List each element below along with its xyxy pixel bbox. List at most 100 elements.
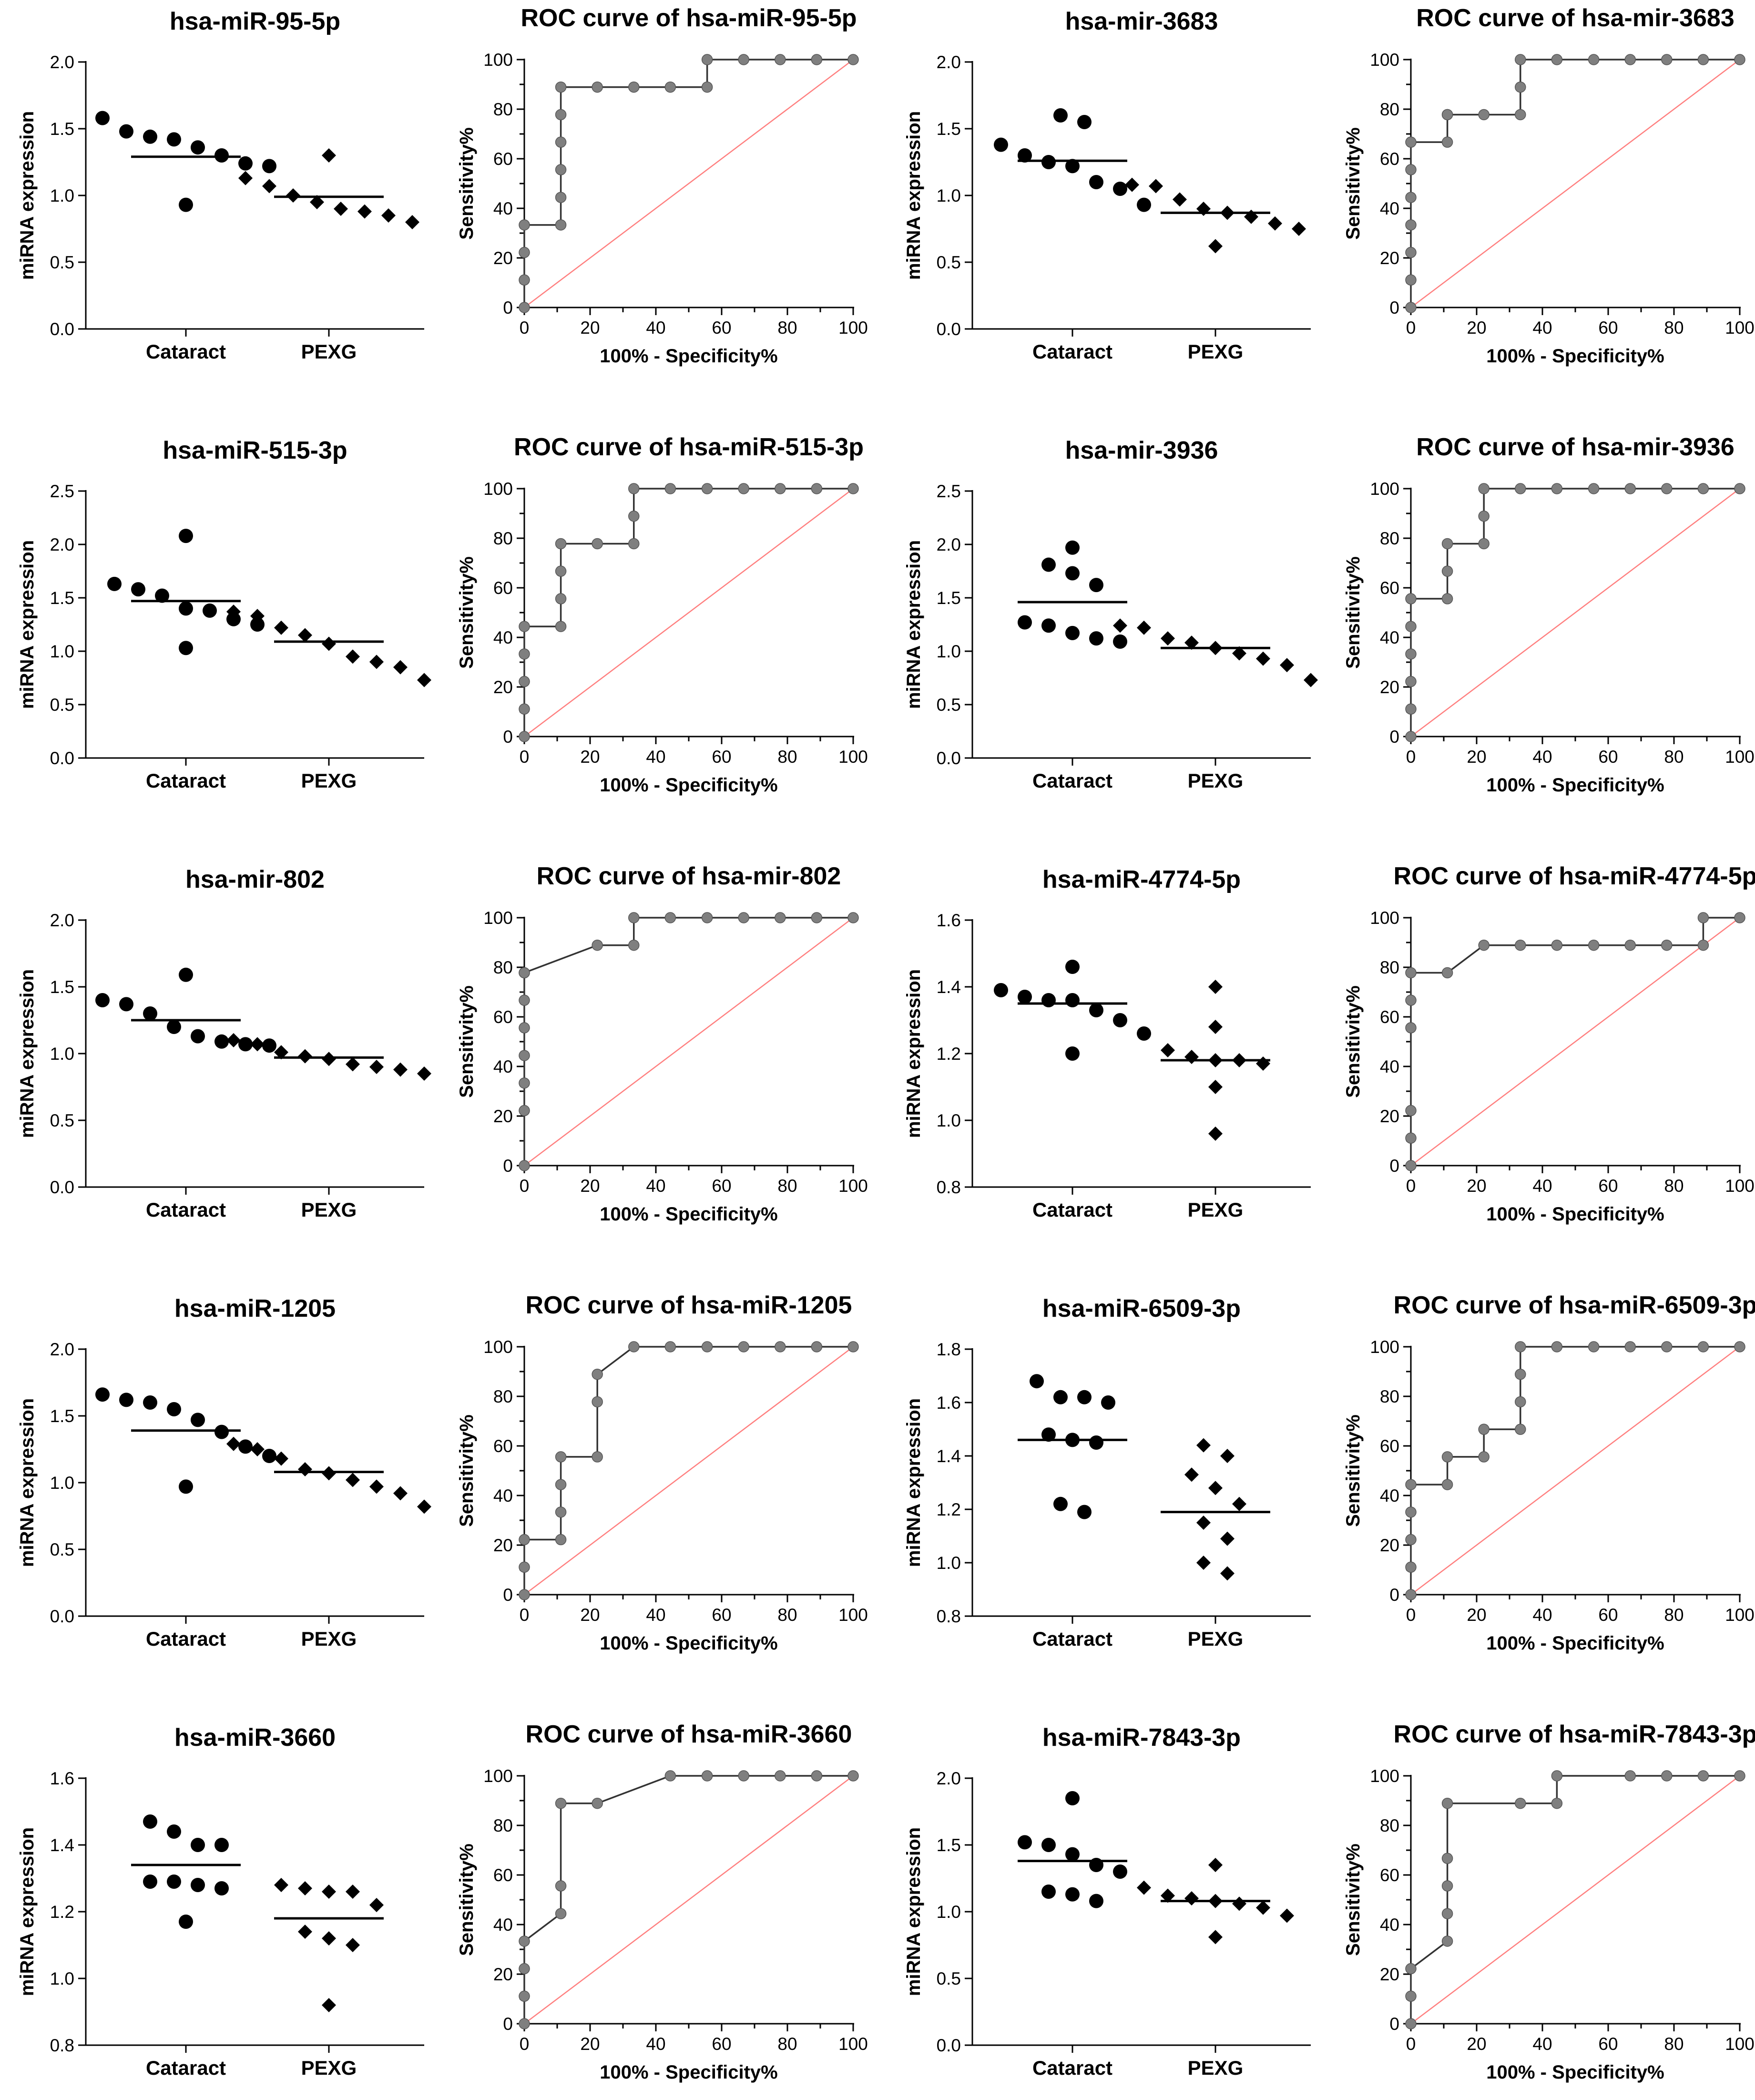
chart-title: hsa-miR-515-3p [163,437,347,464]
y-tick-label: 1.0 [50,1473,74,1493]
x-axis-label: 100% - Specificity% [600,346,778,367]
y-axis-label: miRNA expression [903,1398,924,1567]
roc-point [1441,109,1453,121]
x-category-label: PEXG [301,2057,357,2079]
x-tick-label: 0 [1406,2034,1416,2054]
roc-point [1405,274,1417,286]
data-point-cataract [1077,1390,1092,1404]
data-point-pexg [1161,1888,1175,1903]
x-tick-label: 60 [1598,1605,1618,1625]
x-category-label: PEXG [301,769,357,792]
y-tick-label: 1.5 [937,119,961,139]
y-tick-label: 80 [1380,529,1399,548]
y-tick-label: 60 [1380,149,1399,169]
roc-point [628,939,640,951]
roc-point [1515,1341,1526,1352]
y-tick-label: 2.0 [937,52,961,72]
data-point-pexg [298,1049,312,1064]
panel-r5c4: ROC curve of hsa-miR-7843-3p Sensitivity%… [1343,1721,1755,2083]
roc-point [847,54,859,65]
x-tick-label: 20 [1467,318,1486,338]
data-point-pexg [226,1436,241,1451]
data-point-pexg [381,208,396,223]
x-tick-label: 40 [1532,2034,1552,2054]
data-point-pexg [1137,620,1151,635]
roc-point [555,1451,567,1463]
roc-point [519,1050,530,1061]
reference-diagonal [524,59,854,308]
roc-point [1478,510,1490,522]
roc-point [592,1396,603,1408]
x-category-label: PEXG [1188,1628,1244,1650]
data-point-cataract [1041,1427,1056,1442]
x-tick-label: 20 [580,1605,600,1625]
roc-point [555,1908,567,1919]
roc-point [1551,1341,1563,1352]
roc-point [1661,1770,1673,1782]
y-axis-label: miRNA expression [903,540,924,709]
roc-point [1515,54,1526,65]
panel-r4c1: hsa-miR-1205 miRNA expression 0.0 0.5 1.0 1.5… [17,1295,431,1650]
data-point-cataract [262,1449,276,1463]
data-point-pexg [369,1060,384,1074]
y-axis-label: Sensitivity% [456,1414,477,1527]
x-category-label: Cataract [146,1199,226,1221]
roc-point [1441,1479,1453,1490]
y-tick-label: 60 [493,1865,513,1885]
y-tick-label: 80 [1380,958,1399,977]
roc-point [701,54,713,65]
data-point-cataract [143,129,157,144]
panel-r3c2: ROC curve of hsa-mir-802 Sensitivity% 100%… [456,862,868,1225]
data-point-pexg [1196,1516,1211,1530]
y-tick-label: 40 [1380,1915,1399,1935]
chart-title: hsa-miR-1205 [174,1295,336,1322]
data-point-pexg [1208,1481,1223,1496]
y-tick-label: 1.4 [50,1835,74,1855]
x-category-label: Cataract [1032,340,1112,363]
x-tick-label: 60 [712,318,731,338]
y-tick-label: 0.5 [50,1540,74,1559]
data-point-cataract [1053,1496,1068,1511]
data-point-cataract [143,1814,157,1829]
roc-point [1441,593,1453,604]
roc-point [1405,192,1417,203]
data-point-pexg [310,195,324,209]
y-tick-label: 0.8 [937,1607,961,1626]
x-tick-label: 0 [520,1176,530,1196]
panel-r4c2: ROC curve of hsa-miR-1205 Sensitivity% 100… [456,1291,868,1654]
data-point-pexg [1149,179,1163,194]
roc-point [519,1936,530,1947]
y-tick-label: 0.0 [937,319,961,339]
y-tick-label: 0.0 [937,2036,961,2055]
y-tick-label: 0.5 [937,695,961,715]
data-point-cataract [119,1393,133,1407]
data-point-cataract [1065,625,1080,640]
roc-point [519,1160,530,1171]
x-axis-label: 100% - Specificity% [1486,346,1664,367]
roc-point [1405,676,1417,687]
x-tick-label: 60 [1598,1176,1618,1196]
x-tick-label: 60 [712,2034,731,2054]
data-point-pexg [1256,1900,1270,1915]
y-tick-label: 0 [503,727,513,747]
roc-point [738,483,749,494]
y-tick-label: 60 [493,578,513,598]
roc-point [555,621,567,632]
roc-point [664,483,676,494]
data-point-pexg [1113,618,1127,633]
roc-point [664,1770,676,1782]
x-tick-label: 100 [1725,1605,1755,1625]
reference-diagonal [1410,917,1740,1166]
data-point-pexg [1304,673,1318,687]
data-point-pexg [1184,635,1199,650]
roc-point [1478,483,1490,494]
roc-point [519,1990,530,2002]
y-axis-label: miRNA expression [17,111,38,280]
chart-title: hsa-miR-4774-5p [1042,866,1241,893]
roc-point [1588,54,1600,65]
roc-point [811,912,823,923]
data-point-pexg [393,1062,408,1077]
roc-point [628,510,640,522]
panel-r4c3: hsa-miR-6509-3p miRNA expression 0.8 1.0 1.2… [903,1295,1311,1650]
roc-point [1441,967,1453,979]
